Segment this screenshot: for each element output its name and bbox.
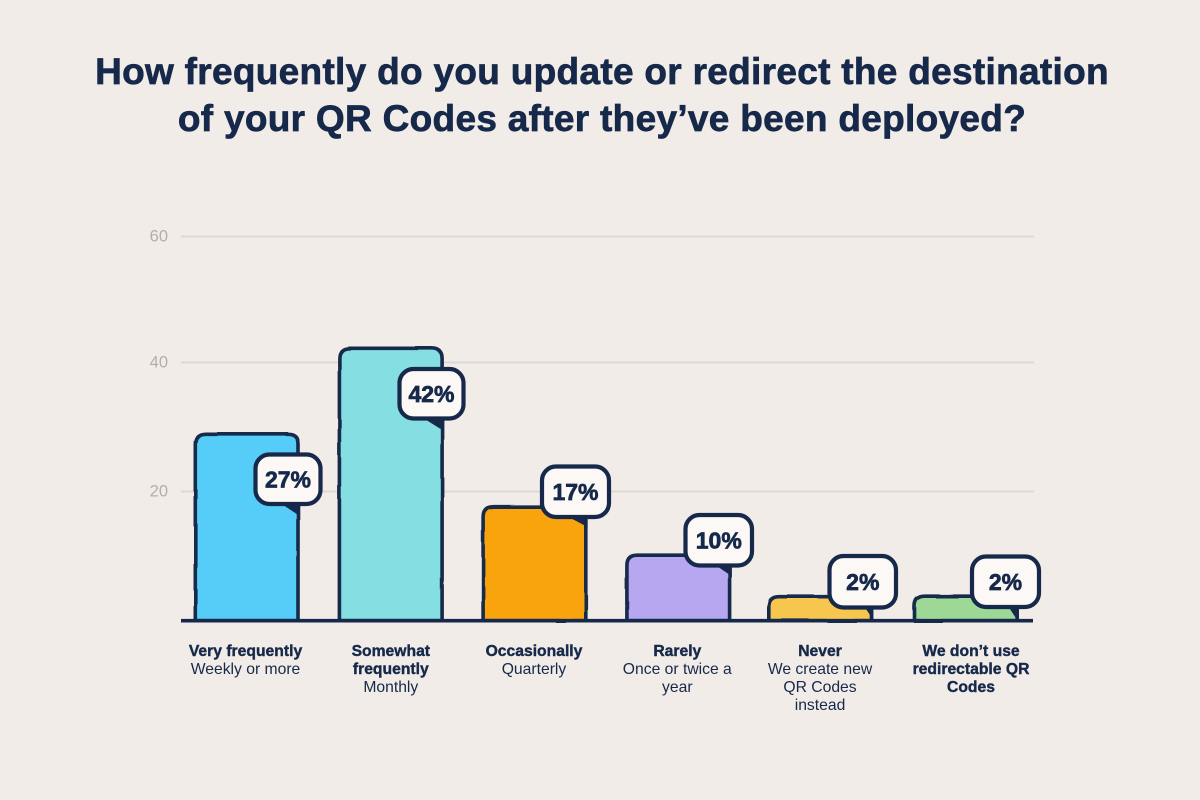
svg-text:10%: 10% [696,528,742,554]
svg-text:2%: 2% [846,569,879,595]
svg-text:42%: 42% [408,381,454,407]
svg-text:27%: 27% [265,467,311,493]
svg-text:20: 20 [150,483,168,501]
svg-text:17%: 17% [552,479,598,505]
svg-text:40: 40 [150,354,168,372]
svg-text:2%: 2% [989,569,1022,595]
svg-text:60: 60 [150,228,168,246]
